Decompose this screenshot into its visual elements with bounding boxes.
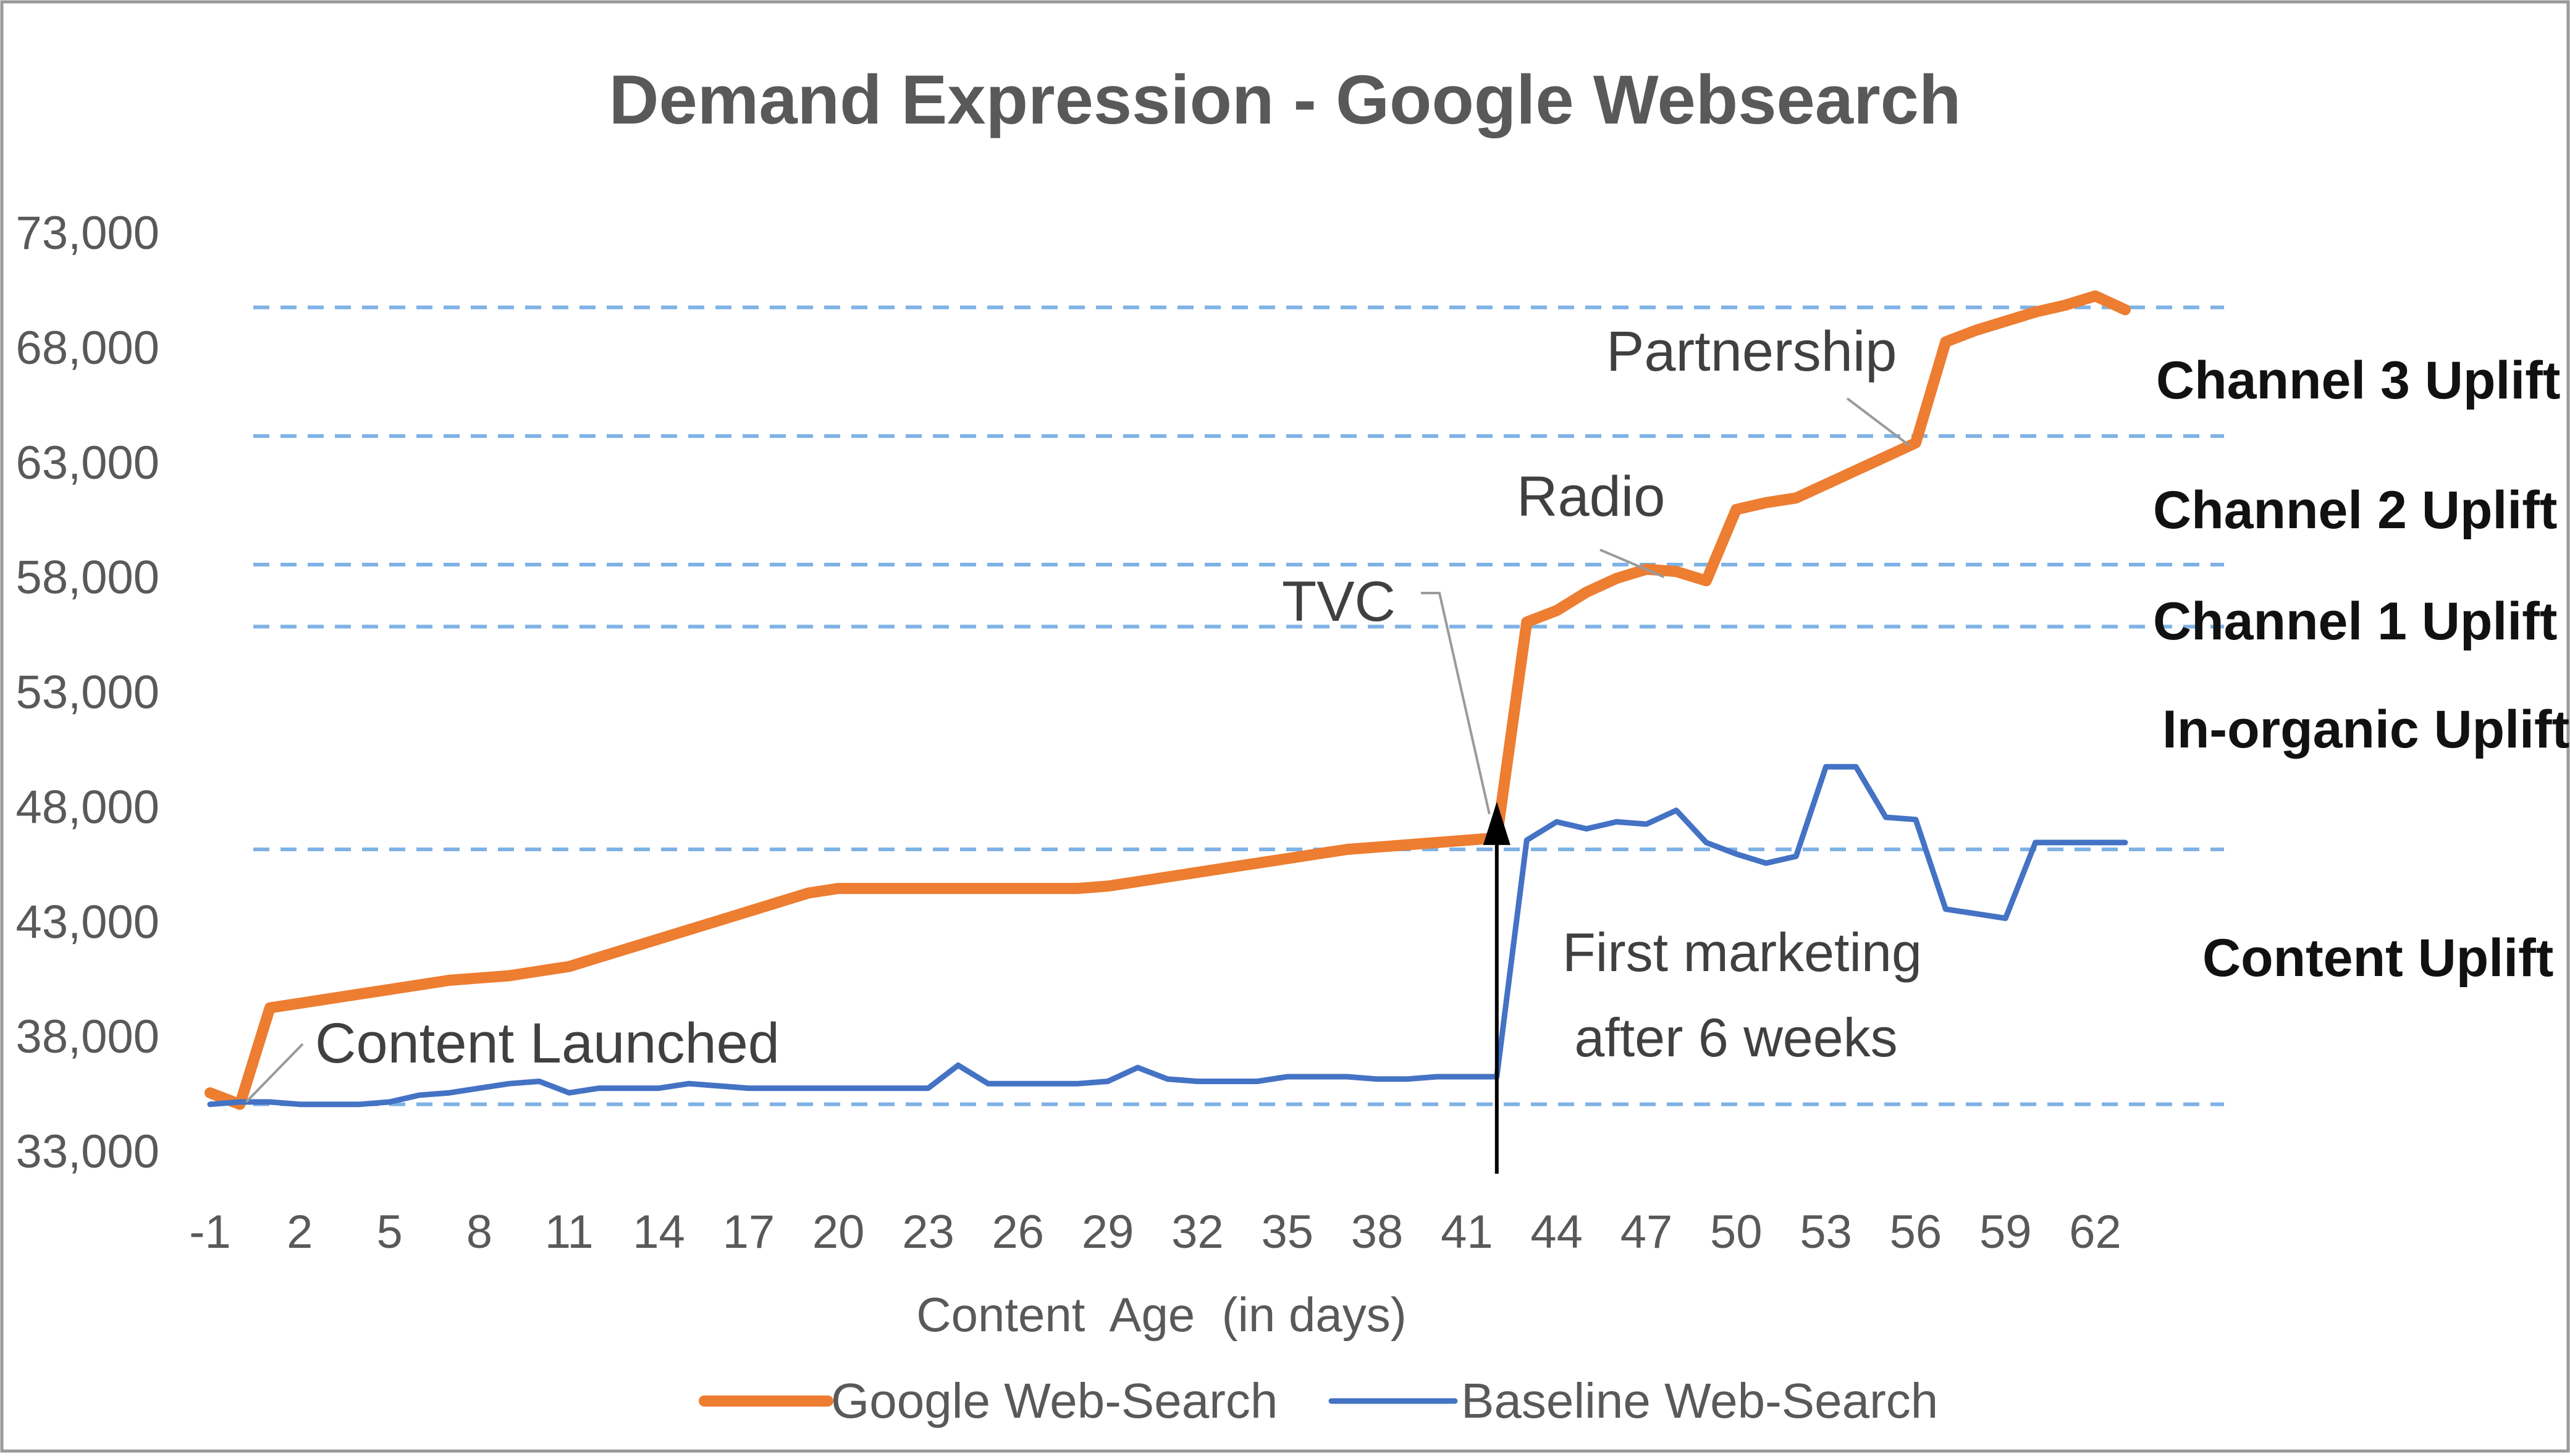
uplift-label: Channel 2 Uplift xyxy=(2153,481,2558,540)
y-tick-label: 48,000 xyxy=(16,781,159,833)
reference-lines xyxy=(253,305,2224,1106)
y-tick-label: 58,000 xyxy=(16,552,159,604)
annotations: Content Launched TVC Radio Partnership First… xyxy=(245,320,1922,1174)
legend: Google Web-Search Baseline Web-Search xyxy=(699,1373,1938,1428)
x-tick-label: 20 xyxy=(812,1206,865,1258)
x-tick-label: 56 xyxy=(1890,1206,1942,1258)
uplift-label: Channel 3 Uplift xyxy=(2156,351,2561,410)
x-tick-label: 38 xyxy=(1351,1206,1404,1258)
x-tick-label: 44 xyxy=(1530,1206,1583,1258)
y-tick-label: 53,000 xyxy=(16,667,159,719)
annotation-label: First marketing xyxy=(1562,922,1922,983)
x-tick-label: 32 xyxy=(1171,1206,1224,1258)
x-tick-label: 14 xyxy=(633,1206,685,1258)
annotation-leader xyxy=(245,1043,304,1103)
x-tick-label: 11 xyxy=(545,1206,594,1258)
y-tick-label: 43,000 xyxy=(16,896,159,948)
x-tick-label: 47 xyxy=(1620,1206,1673,1258)
x-tick-label: 8 xyxy=(466,1206,492,1258)
x-tick-label: 2 xyxy=(287,1206,313,1258)
y-tick-label: 33,000 xyxy=(16,1126,159,1178)
annotation-label: Partnership xyxy=(1606,320,1897,383)
annotation-label: Radio xyxy=(1517,465,1665,528)
legend-label: Google Web-Search xyxy=(831,1373,1278,1428)
series-line xyxy=(207,764,2128,1108)
y-tick-label: 63,000 xyxy=(16,437,159,489)
x-tick-label: 62 xyxy=(2069,1206,2121,1258)
annotation-leader xyxy=(1421,592,1491,815)
x-tick-label: 23 xyxy=(902,1206,954,1258)
x-tick-label: 29 xyxy=(1082,1206,1134,1258)
y-tick-label: 68,000 xyxy=(16,322,159,374)
series-line xyxy=(204,290,2131,1110)
x-tick-label: -1 xyxy=(189,1206,231,1258)
annotation-leader xyxy=(1599,549,1665,578)
x-tick-label: 41 xyxy=(1441,1206,1493,1258)
x-tick-label: 35 xyxy=(1261,1206,1313,1258)
x-tick-label: 17 xyxy=(723,1206,775,1258)
x-tick-label: 5 xyxy=(376,1206,402,1258)
annotation-label: after 6 weeks xyxy=(1574,1007,1897,1068)
annotation-label: TVC xyxy=(1282,570,1396,633)
x-tick-label: 50 xyxy=(1710,1206,1763,1258)
uplift-label: Content Uplift xyxy=(2202,928,2553,988)
uplift-labels: Content Uplift In-organic Uplift Channel 1… xyxy=(2153,351,2569,988)
tvc-arrow-head xyxy=(1483,801,1510,845)
annotation-label: Content Launched xyxy=(315,1012,780,1075)
x-axis: -1 2 5 8 11 14 17 20 23 26 29 32 35 38 41 44 47 50 53 56 59 6… xyxy=(189,1206,2121,1258)
y-axis: 33,000 38,000 43,000 48,000 53,000 58,000 63,0… xyxy=(16,207,159,1178)
y-tick-label: 38,000 xyxy=(16,1011,159,1063)
uplift-label: Channel 1 Uplift xyxy=(2153,592,2558,651)
legend-label: Baseline Web-Search xyxy=(1461,1373,1938,1428)
chart-title: Demand Expression - Google Websearch xyxy=(609,61,1961,138)
x-tick-label: 53 xyxy=(1800,1206,1852,1258)
x-axis-title: Content Age (in days) xyxy=(916,1287,1406,1342)
y-tick-label: 73,000 xyxy=(16,207,159,259)
uplift-label: In-organic Uplift xyxy=(2162,700,2569,759)
annotation-leader xyxy=(1846,397,1911,447)
x-tick-label: 59 xyxy=(1979,1206,2032,1258)
series-layer xyxy=(204,290,2131,1110)
x-tick-label: 26 xyxy=(992,1206,1045,1258)
